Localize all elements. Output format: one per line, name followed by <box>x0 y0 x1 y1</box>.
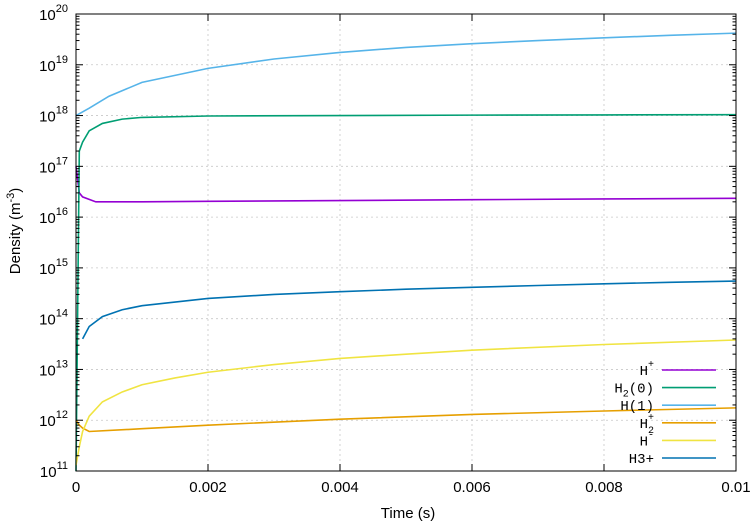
x-tick-label: 0.002 <box>189 479 227 496</box>
x-axis-tick-labels: 0 0.002 0.004 0.006 0.008 0.01 <box>72 479 751 496</box>
y-axis-label-close: ) <box>7 188 24 193</box>
y-tick-label: 1016 <box>39 206 68 227</box>
legend-label-h-: H- <box>640 430 654 450</box>
legend-label-h-: H+ <box>640 360 654 380</box>
legend-label-h2-0-: H2(0) <box>614 382 654 401</box>
y-axis-label: Density (m-3) <box>5 188 24 274</box>
series-line-h3- <box>81 280 737 340</box>
y-tick-label: 1012 <box>39 409 68 430</box>
x-tick-label: 0.004 <box>321 479 359 496</box>
y-tick-label: 1015 <box>39 257 68 278</box>
y-axis-label-sup: -3 <box>5 193 17 203</box>
y-tick-label: 1011 <box>40 460 68 481</box>
x-tick-label: 0.008 <box>585 479 623 496</box>
y-tick-label: 1013 <box>39 358 68 379</box>
x-tick-label: 0.01 <box>721 479 750 496</box>
y-tick-label: 1014 <box>39 308 68 329</box>
legend-label-h2-: H+ 2 <box>640 413 654 437</box>
plot-area <box>75 32 737 472</box>
x-tick-label: 0.006 <box>453 479 491 496</box>
y-tick-label: 1019 <box>39 54 68 75</box>
series-line-h- <box>75 339 737 466</box>
legend-label-h3-: H3+ <box>629 452 654 468</box>
y-tick-label: 1020 <box>39 3 68 24</box>
axis-ticks <box>75 13 737 472</box>
grid <box>76 14 736 471</box>
y-tick-label: 1018 <box>39 105 68 126</box>
x-tick-label: 0 <box>72 479 80 496</box>
series-line-h-1- <box>75 32 737 117</box>
legend: H+ H2(0)H(1)H+ 2H- H3+ <box>614 360 716 468</box>
series-line-h- <box>75 166 737 203</box>
plot-frame <box>75 13 737 472</box>
y-axis-label-main: Density (m <box>7 203 24 275</box>
x-axis-label: Time (s) <box>381 505 435 522</box>
series-line-h2-0- <box>75 113 737 472</box>
legend-label-h-1-: H(1) <box>620 399 654 415</box>
y-axis-tick-labels: 1011 1012 1013 1014 1015 1016 1017 1018 1019 1020 <box>39 3 68 481</box>
y-tick-label: 1017 <box>39 155 68 176</box>
series-line-h2- <box>75 407 737 433</box>
